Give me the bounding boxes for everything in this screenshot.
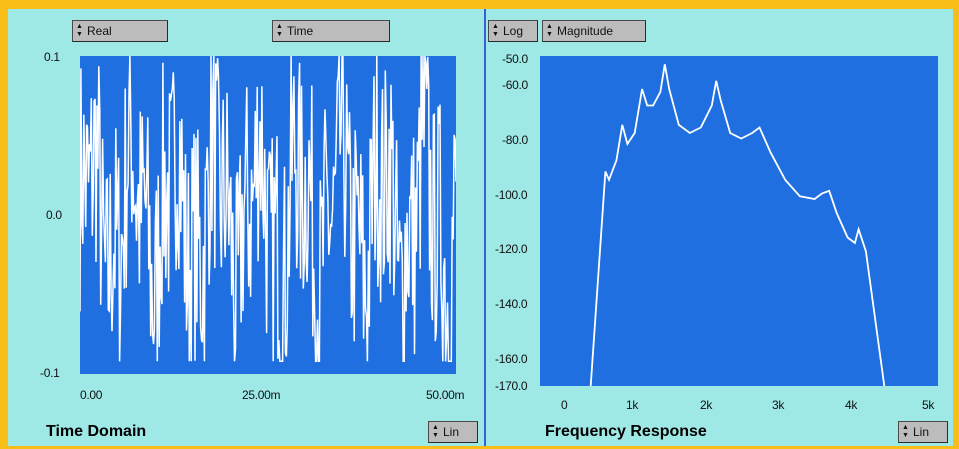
time-y-tick: -0.1 [40,366,59,380]
freq-y-tick: -80.0 [502,133,528,147]
freq-scale-selector-label: Lin [913,425,929,439]
up-down-arrow-icon: ▲ ▼ [901,424,910,440]
signal-type-selector-label: Real [87,24,112,38]
time-x-tick: 0.00 [80,388,102,402]
freq-x-tick: 3k [772,398,784,412]
display-selector[interactable]: ▲ ▼ Magnitude [542,20,646,42]
x-axis-selector-label: Time [287,24,313,38]
freq-y-tick: -140.0 [495,297,527,311]
freq-x-tick: 0 [561,398,567,412]
freq-y-tick: -100.0 [495,188,527,202]
scale-type-selector[interactable]: ▲ ▼ Log [488,20,538,42]
freq-x-tick: 4k [845,398,857,412]
time-y-tick: 0.1 [44,50,60,64]
up-down-arrow-icon: ▲ ▼ [545,23,554,39]
scale-type-selector-label: Log [503,24,523,38]
freq-y-tick: -120.0 [495,242,527,256]
time-y-tick: 0.0 [46,208,62,222]
freq-y-tick: -50.0 [502,52,528,66]
display-selector-label: Magnitude [557,24,613,38]
up-down-arrow-icon: ▲ ▼ [275,23,284,39]
time-x-tick: 25.00m [242,388,280,402]
up-down-arrow-icon: ▲ ▼ [491,23,500,39]
time-x-tick: 50.00m [426,388,464,402]
signal-type-selector[interactable]: ▲ ▼ Real [72,20,168,42]
frequency-response-title: Frequency Response [545,423,707,441]
freq-x-tick: 2k [700,398,712,412]
freq-y-tick: -160.0 [495,352,527,366]
freq-y-tick: -60.0 [502,78,528,92]
time-domain-title: Time Domain [46,423,146,441]
up-down-arrow-icon: ▲ ▼ [431,424,440,440]
time-scale-selector[interactable]: ▲ ▼ Lin [428,421,478,443]
x-axis-selector[interactable]: ▲ ▼ Time [272,20,390,42]
frequency-response-plot [540,56,938,386]
time-scale-selector-label: Lin [443,425,459,439]
freq-x-tick: 1k [626,398,638,412]
freq-y-tick: -170.0 [495,379,527,393]
time-domain-plot [80,56,456,374]
freq-scale-selector[interactable]: ▲ ▼ Lin [898,421,948,443]
up-down-arrow-icon: ▲ ▼ [75,23,84,39]
freq-x-tick: 5k [922,398,934,412]
panel-divider [484,9,486,446]
